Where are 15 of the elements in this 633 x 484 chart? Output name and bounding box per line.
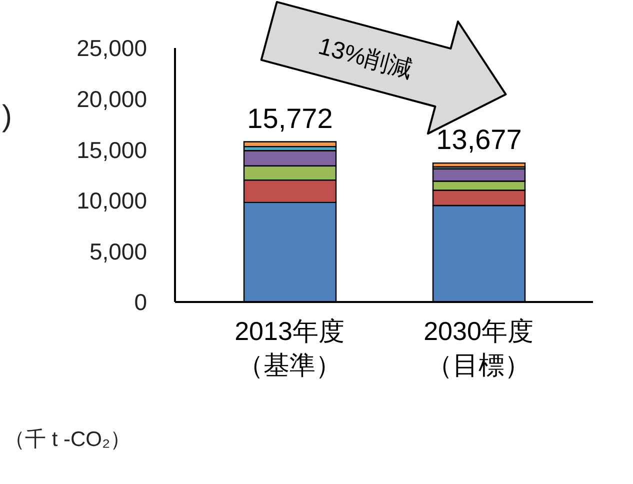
y-tick-label: 25,000: [76, 35, 147, 62]
total-label: 13,677: [436, 124, 522, 156]
text: ): [2, 100, 12, 134]
y-tick-label: 10,000: [76, 188, 147, 214]
bar: [243, 141, 337, 148]
x-tick-label: 2013年度（基準）: [234, 316, 344, 380]
y-tick-label: 5,000: [89, 238, 147, 264]
y-tick-label: 0: [134, 289, 147, 316]
y-tick-label: 15,000: [76, 136, 147, 163]
y-tick-label: 20,000: [76, 86, 147, 112]
total-label: 15,772: [247, 102, 333, 134]
x-tick-label: 2030年度（目標）: [424, 316, 534, 380]
bar: [432, 162, 526, 168]
annotation: 13%削減: [315, 32, 416, 84]
y-axis-title: （千 t -CO₂）: [4, 427, 132, 453]
